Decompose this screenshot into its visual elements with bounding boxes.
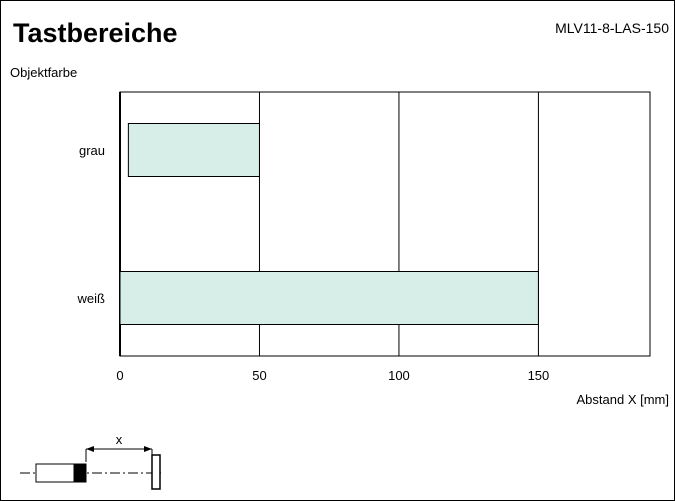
sensor-body-icon [35, 463, 75, 483]
x-tick-label: 100 [388, 368, 410, 383]
bar-1 [119, 271, 539, 325]
category-label: grau [79, 143, 105, 158]
category-label: weiß [77, 291, 106, 306]
dimension-arrow-left-icon [86, 446, 94, 452]
x-tick-label: 150 [528, 368, 550, 383]
x-axis-label: Abstand X [mm] [577, 392, 669, 407]
sensor-lens-icon [73, 463, 87, 483]
x-tick-label: 50 [252, 368, 266, 383]
y-axis-label: Objektfarbe [10, 65, 78, 80]
x-tick-label: 0 [116, 368, 123, 383]
chart-title: Tastbereiche [13, 18, 178, 48]
model-label: MLV11-8-LAS-150 [555, 20, 669, 36]
distance-label: x [116, 432, 123, 447]
target-object-icon [151, 454, 161, 490]
bar-0 [127, 123, 260, 177]
dimension-arrow-right-icon [144, 446, 152, 452]
